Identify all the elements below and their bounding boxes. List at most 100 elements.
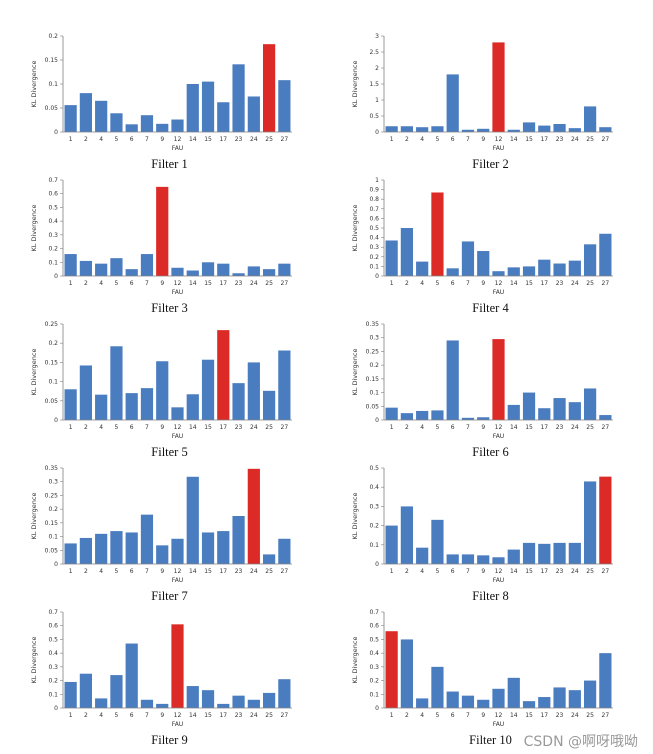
bar [232, 516, 245, 564]
x-tick-label: 25 [586, 712, 594, 719]
y-tick-label: 0.5 [369, 113, 379, 120]
x-tick-label: 23 [235, 136, 243, 143]
bar [232, 695, 245, 708]
y-axis-label: KL Divergence [30, 493, 38, 540]
bar [186, 394, 199, 420]
y-tick-label: 0 [54, 273, 58, 280]
x-tick-label: 4 [420, 568, 424, 575]
x-tick-label: 27 [281, 568, 289, 575]
chart-title: Filter 7 [151, 589, 187, 603]
bar [140, 388, 154, 420]
x-tick-label: 23 [556, 712, 564, 719]
bar [110, 113, 123, 132]
y-tick-label: 0.5 [48, 636, 58, 643]
bar [95, 263, 108, 276]
y-tick-label: 0.4 [48, 218, 58, 225]
y-axis-label: KL Divergence [30, 205, 38, 252]
x-tick-label: 1 [69, 280, 73, 287]
bar [416, 410, 429, 420]
y-tick-label: 1 [375, 97, 379, 104]
bar-highlight [171, 624, 184, 708]
x-tick-label: 4 [99, 712, 103, 719]
y-tick-label: 0.35 [366, 321, 380, 328]
x-tick-label: 9 [160, 712, 164, 719]
y-tick-label: 0.2 [369, 254, 379, 261]
y-tick-label: 0.1 [48, 81, 58, 88]
x-tick-label: 24 [250, 424, 258, 431]
x-tick-label: 25 [265, 712, 273, 719]
chart-title: Filter 3 [151, 301, 187, 315]
x-tick-label: 5 [115, 136, 119, 143]
x-tick-label: 23 [556, 568, 564, 575]
bar [110, 531, 123, 564]
x-tick-label: 7 [145, 424, 149, 431]
y-tick-label: 0.3 [48, 232, 58, 239]
bar [262, 269, 276, 276]
x-tick-label: 4 [99, 424, 103, 431]
bar [400, 126, 413, 132]
y-tick-label: 0.2 [369, 362, 379, 369]
chart-title: Filter 9 [151, 733, 187, 747]
y-axis-label: KL Divergence [351, 349, 359, 396]
bar [232, 273, 245, 276]
bar [79, 537, 92, 564]
bar [583, 106, 597, 132]
x-tick-label: 7 [466, 424, 470, 431]
x-tick-label: 9 [160, 280, 164, 287]
chart-panel: 00.050.10.150.20.250.30.351 2 4 5 6 7 9 12 14 15 1… [351, 321, 613, 459]
bar [431, 126, 444, 132]
x-tick-label: 24 [571, 568, 579, 575]
bar [477, 251, 490, 276]
bar [156, 545, 169, 564]
y-tick-label: 0.15 [45, 359, 59, 366]
bar [186, 476, 199, 564]
y-tick-label: 0.05 [45, 398, 59, 405]
bar [95, 533, 108, 564]
y-tick-label: 0.1 [369, 542, 379, 549]
y-tick-label: 0 [54, 705, 58, 712]
x-tick-label: 24 [571, 280, 579, 287]
x-tick-label: 6 [130, 424, 134, 431]
x-tick-label: 6 [130, 280, 134, 287]
x-tick-label: 27 [602, 712, 610, 719]
bar [232, 383, 245, 420]
bar [522, 392, 536, 420]
x-tick-label: 12 [495, 424, 503, 431]
x-axis-label: FAU [493, 145, 504, 152]
x-tick-label: 12 [174, 712, 182, 719]
bar [599, 233, 612, 276]
y-tick-label: 0.9 [369, 187, 379, 194]
bar [262, 692, 276, 708]
x-tick-label: 2 [405, 424, 409, 431]
bar [400, 228, 413, 276]
x-tick-label: 17 [540, 280, 548, 287]
y-tick-label: 0.4 [48, 650, 58, 657]
x-tick-label: 27 [602, 136, 610, 143]
x-tick-label: 25 [265, 424, 273, 431]
bar [446, 691, 459, 708]
x-tick-label: 23 [235, 280, 243, 287]
bar [416, 127, 429, 132]
x-axis-label: FAU [172, 721, 183, 728]
x-tick-label: 9 [160, 136, 164, 143]
bar [461, 241, 475, 276]
x-tick-label: 15 [525, 424, 533, 431]
x-tick-label: 23 [556, 136, 564, 143]
y-tick-label: 0.1 [48, 259, 58, 266]
bar [262, 554, 276, 564]
x-tick-label: 4 [420, 280, 424, 287]
chart-title: Filter 2 [472, 157, 508, 171]
x-tick-label: 14 [189, 136, 197, 143]
chart-title: Filter 10 [469, 733, 512, 747]
x-tick-label: 12 [174, 280, 182, 287]
bar [538, 543, 551, 564]
x-tick-label: 6 [451, 424, 455, 431]
x-tick-label: 25 [586, 424, 594, 431]
x-tick-label: 12 [174, 568, 182, 575]
x-tick-label: 9 [481, 280, 485, 287]
x-tick-label: 2 [405, 568, 409, 575]
bar [477, 128, 490, 132]
x-tick-label: 24 [571, 136, 579, 143]
bar [492, 688, 505, 708]
y-tick-label: 0.2 [48, 506, 58, 513]
